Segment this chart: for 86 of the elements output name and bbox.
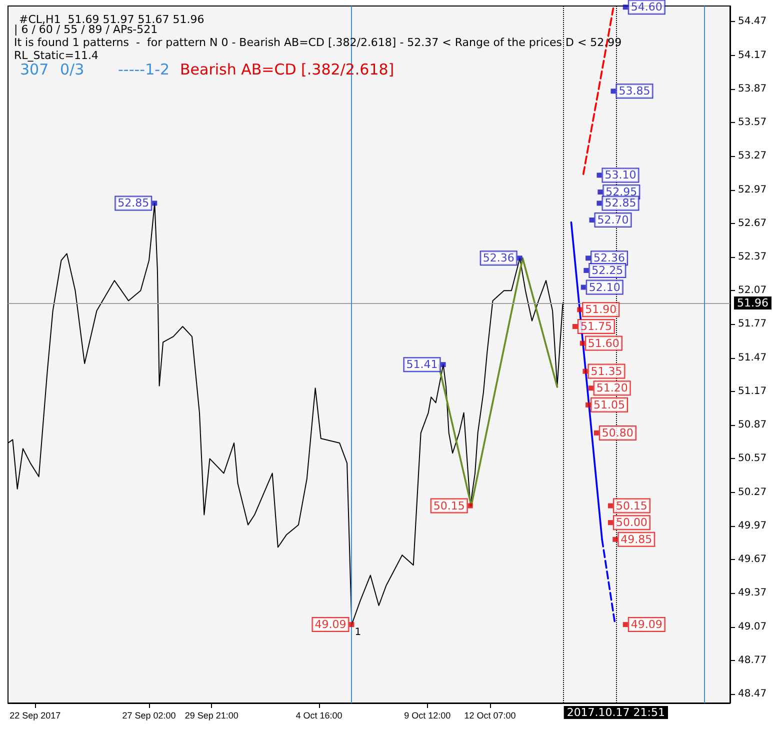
point [596,200,602,206]
data-label: 49.09 [314,618,346,632]
point [586,256,591,261]
point [586,402,591,408]
y-tick-label: 50.87 [738,420,767,431]
y-tick-label: 53.27 [738,150,767,162]
point [594,430,599,436]
annotation: 1 [354,627,362,638]
text: #CL,H1 51.69 51.97 51.67 51.96 [19,13,204,26]
y-tick-label: 50.27 [738,486,767,498]
annotation: 0/3 [60,60,84,78]
x-tick-label: 22 Sep 2017 [10,710,61,720]
y-tick-label: 49.07 [738,621,767,632]
point [598,190,603,195]
y-tick-label: 48.77 [738,654,767,666]
data-label: 53.85 [618,84,650,98]
y-tick-label: 54.47 [738,16,767,28]
annotation: | 6 / 60 / 55 / 89 / APs-521 [14,23,158,36]
point [584,268,589,273]
point [596,172,602,178]
data-label: 51.75 [580,320,612,333]
y-tick-label: 54.17 [738,50,767,61]
data-label: 52.36 [594,252,626,265]
point [468,503,473,508]
point [622,4,628,10]
x-tick-label: 29 Sep 21:00 [184,710,238,720]
data-label: 53.10 [604,168,636,182]
y-tick-label: 49.37 [738,588,767,599]
point [440,362,446,368]
point [580,284,586,290]
point [582,368,588,374]
point [588,386,594,391]
point [589,218,594,223]
data-label: 52.85 [118,196,150,210]
point [349,622,354,628]
annotation: -----1-2 [118,60,170,78]
point [580,340,585,346]
y-tick-label: 49.67 [738,554,767,566]
point [622,622,628,628]
data-label: 49.85 [620,532,652,546]
data-label: 52.36 [482,252,514,265]
y-tick-label: 52.67 [738,218,767,229]
data-label: 51.20 [596,382,628,395]
data-label: 52.95 [606,186,638,199]
data-label: 51.60 [588,336,620,350]
x-tick-label: 27 Sep 02:00 [122,710,176,720]
data-label: 51.90 [585,303,617,316]
annotation: 307 [20,60,49,78]
y-tick-label: 51.47 [738,352,767,364]
data-label: 50.15 [616,499,648,512]
annotation: RL_Static=11.4 [14,49,98,62]
data-label: 49.09 [630,618,662,632]
y-tick-label: 51.17 [738,386,767,397]
x-tick-label: 4 Oct 16:00 [296,710,342,720]
point [577,307,582,312]
y-tick-label: 53.57 [738,117,767,128]
data-label: 51.05 [594,398,626,412]
point [572,324,578,329]
data-label: 52.70 [597,214,629,227]
data-label: 52.25 [592,264,624,277]
y-tick-label: 52.97 [738,184,767,196]
data-label: 50.00 [616,516,648,530]
point [608,520,613,526]
y-tick-label: 48.47 [738,688,767,700]
data-label: 51.41 [406,358,438,372]
data-label: 54.60 [630,0,662,14]
data-label: 51.35 [590,364,622,378]
data-label: 50.80 [602,426,634,440]
y-tick-label: 52.07 [738,285,767,296]
y-tick-label: 50.57 [738,453,767,464]
data-label: 52.10 [588,280,620,294]
data-label: 50.15 [433,499,465,512]
point [152,200,158,206]
y-tick-label: 52.37 [738,252,767,263]
y-tick-label: 53.87 [738,83,767,94]
point [612,536,618,542]
point [517,256,522,261]
point [608,503,613,508]
x-tick-label: 12 Oct 07:00 [464,710,516,720]
data-label: 52.85 [604,196,636,210]
x-tick-label: 9 Oct 12:00 [404,710,451,720]
y-tick-label: 49.97 [738,520,767,532]
y-tick-label: 51.77 [738,318,767,330]
ref-line-label: 51.96 [737,296,768,310]
ref-line-label: 2017.10.17 21:51 [566,706,666,719]
point [610,88,616,94]
